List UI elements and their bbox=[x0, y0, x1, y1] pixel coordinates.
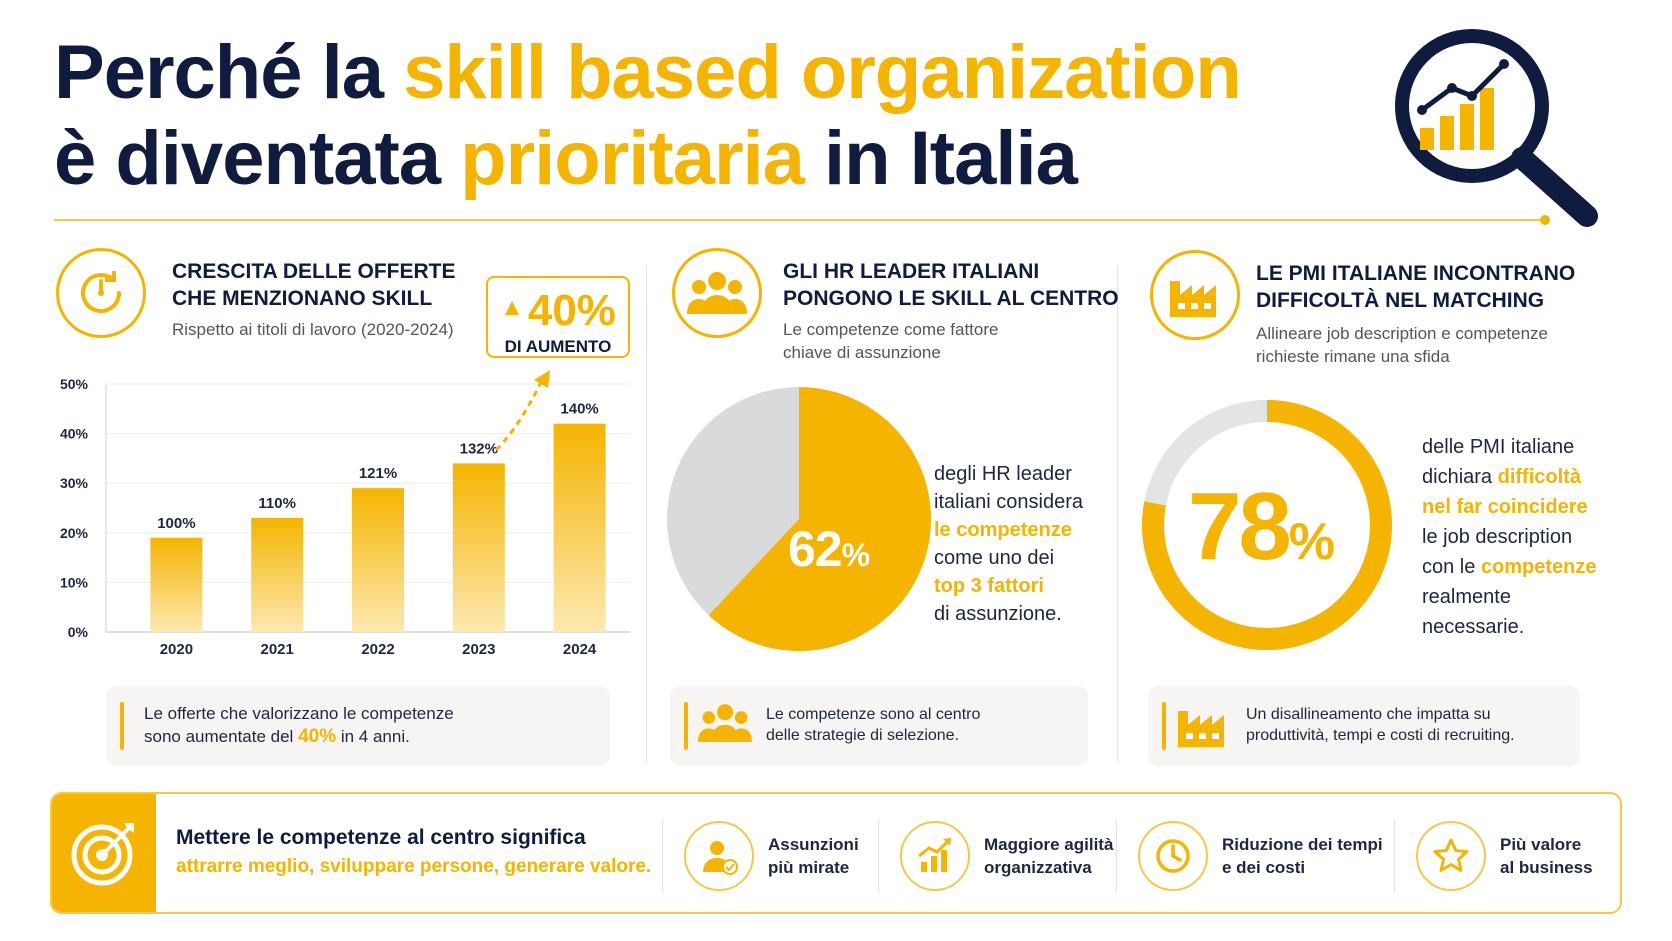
growth-chart-icon bbox=[900, 821, 970, 891]
title-divider bbox=[54, 219, 1548, 221]
section1-heading: CRESCITA DELLE OFFERTE CHE MENZIONANO SK… bbox=[172, 260, 456, 310]
factory-icon bbox=[1150, 250, 1240, 340]
footer-item-label: Assunzioni più mirate bbox=[768, 835, 859, 877]
title-highlight-2: prioritaria bbox=[460, 116, 805, 201]
y-tick-label: 0% bbox=[68, 624, 89, 640]
title-highlight-1: skill based organization bbox=[403, 30, 1242, 115]
bar-chart: 0% 10% 20% 30% 40% 50% 100% 2020 110% 2021 121% 20… bbox=[60, 376, 630, 658]
bar-2024 bbox=[553, 423, 606, 632]
factory-icon bbox=[1178, 711, 1224, 747]
page-title: Perché la skill based organization è div… bbox=[54, 30, 1242, 202]
bar-data-label: 100% bbox=[157, 515, 195, 532]
pie-slice-other bbox=[667, 387, 799, 616]
target-icon bbox=[52, 794, 156, 912]
section3-note: Un disallineamento che impatta su produt… bbox=[1148, 686, 1580, 766]
x-tick-label: 2024 bbox=[563, 641, 597, 658]
footer-item-label: Riduzione dei tempi e dei costi bbox=[1222, 835, 1383, 877]
footer-item-label: Più valore al business bbox=[1500, 835, 1593, 877]
section2-heading: GLI HR LEADER ITALIANI PONGONO LE SKILL … bbox=[783, 260, 1119, 310]
people-group-icon bbox=[698, 704, 752, 742]
y-tick-label: 50% bbox=[60, 376, 89, 392]
note-accent-bar bbox=[1162, 702, 1166, 750]
magnifier-chart-icon bbox=[1395, 29, 1598, 227]
donut-value-label: 78% bbox=[1188, 473, 1336, 580]
section2-description: degli HR leader italiani considera le co… bbox=[934, 463, 1083, 625]
y-tick-label: 40% bbox=[60, 426, 89, 442]
x-tick-label: 2023 bbox=[462, 641, 495, 658]
section3-heading: LE PMI ITALIANE INCONTRANO DIFFICOLTÀ NE… bbox=[1256, 262, 1576, 312]
donut-chart bbox=[1142, 400, 1392, 650]
footer-separator bbox=[878, 820, 879, 892]
pie-chart bbox=[667, 387, 931, 651]
y-tick-label: 20% bbox=[60, 525, 89, 541]
column-divider-1 bbox=[646, 266, 647, 762]
bar-data-label: 110% bbox=[258, 495, 296, 512]
pie-value-label: 62% bbox=[788, 521, 870, 577]
section3-description: delle PMI italiane dichiara difficoltà n… bbox=[1422, 436, 1597, 638]
footer-sub-text: attrarre meglio, sviluppare persone, gen… bbox=[176, 856, 652, 877]
bar-2022 bbox=[352, 488, 404, 632]
bar-data-label: 132% bbox=[460, 440, 498, 457]
growth-badge: ▲40% DI AUMENTO bbox=[486, 276, 630, 358]
arrow-up-icon: ▲ bbox=[500, 294, 524, 321]
y-tick-label: 10% bbox=[60, 574, 89, 590]
section2-note: Le competenze sono al centro delle strat… bbox=[670, 686, 1088, 766]
user-check-icon bbox=[684, 821, 754, 891]
x-tick-label: 2021 bbox=[261, 641, 294, 658]
clock-icon bbox=[1138, 821, 1208, 891]
footer-item-valore: Più valore al business bbox=[1416, 820, 1593, 892]
title-line-2: è diventata prioritaria in Italia bbox=[54, 116, 1078, 201]
x-tick-label: 2020 bbox=[160, 641, 193, 658]
footer-item-tempi: Riduzione dei tempi e dei costi bbox=[1138, 820, 1383, 892]
badge-value: 40% bbox=[527, 286, 616, 335]
donut-arc-value bbox=[1142, 400, 1392, 650]
pie-slice-value bbox=[708, 387, 931, 651]
footer-separator bbox=[1394, 820, 1395, 892]
section1-note: Le offerte che valorizzano le competenze… bbox=[106, 686, 610, 766]
footer-item-label: Maggiore agilità organizzativa bbox=[984, 835, 1114, 877]
bar-data-label: 121% bbox=[359, 465, 397, 482]
bar-2021 bbox=[251, 517, 304, 632]
title-divider-dot bbox=[1540, 215, 1550, 225]
footer-separator bbox=[1116, 820, 1117, 892]
footer-banner: Mettere le competenze al centro signific… bbox=[50, 792, 1622, 914]
badge-label: DI AUMENTO bbox=[504, 337, 612, 356]
clock-refresh-icon bbox=[56, 248, 146, 338]
growth-arrow-icon bbox=[494, 370, 550, 452]
section3-subtitle: Allineare job description e competenze r… bbox=[1256, 324, 1549, 366]
note-accent-bar bbox=[684, 702, 688, 750]
column-divider-2 bbox=[1117, 266, 1118, 762]
section2-subtitle: Le competenze come fattore chiave di ass… bbox=[783, 320, 999, 362]
bar-data-label: 140% bbox=[560, 401, 598, 418]
footer-item-agilita: Maggiore agilità organizzativa bbox=[900, 820, 1113, 892]
footer-item-assunzioni: Assunzioni più mirate bbox=[684, 820, 859, 892]
x-tick-label: 2022 bbox=[361, 641, 394, 658]
y-tick-label: 30% bbox=[60, 475, 89, 491]
section1-subtitle: Rispetto ai titoli di lavoro (2020-2024) bbox=[172, 320, 454, 339]
title-line-1: Perché la skill based organization bbox=[54, 30, 1242, 115]
note-accent-bar bbox=[120, 702, 124, 750]
bar-2020 bbox=[150, 537, 203, 632]
footer-main-text: Mettere le competenze al centro signific… bbox=[176, 826, 586, 849]
bar-2023 bbox=[452, 463, 505, 632]
people-group-icon bbox=[672, 248, 762, 338]
star-icon bbox=[1416, 821, 1486, 891]
footer-separator bbox=[662, 820, 663, 892]
